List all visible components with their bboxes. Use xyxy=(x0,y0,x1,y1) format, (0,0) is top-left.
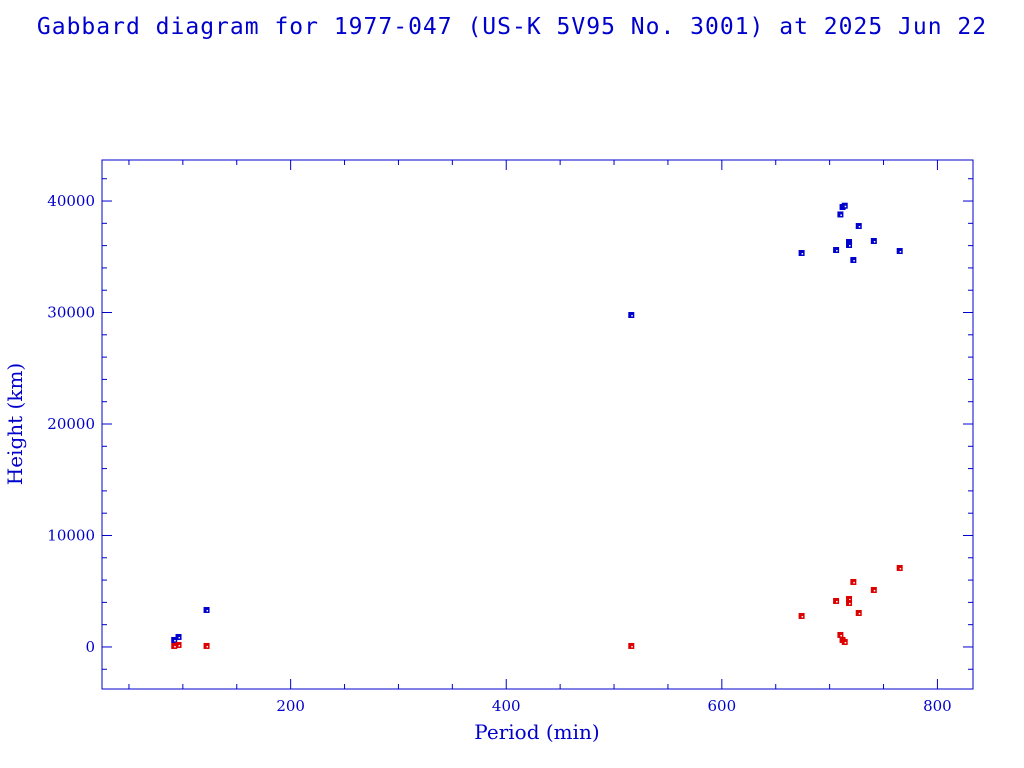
point-notch xyxy=(899,251,902,253)
point-notch xyxy=(899,567,902,570)
x-axis-title: Period (min) xyxy=(474,720,599,744)
point-notch xyxy=(849,245,851,247)
point-notch xyxy=(206,645,209,648)
y-axis-title: Height (km) xyxy=(3,363,27,485)
point-notch xyxy=(853,581,855,584)
plot-frame xyxy=(101,159,974,690)
point-notch xyxy=(801,253,804,255)
point-notch xyxy=(178,636,181,639)
y-tick-label: 40000 xyxy=(47,192,95,210)
point-notch xyxy=(844,205,847,208)
point-notch xyxy=(849,598,851,601)
point-notch xyxy=(631,645,633,648)
y-tick-label: 0 xyxy=(85,638,95,656)
y-tick-label: 30000 xyxy=(47,304,95,322)
point-notch xyxy=(844,641,847,644)
point-notch xyxy=(174,639,176,642)
point-notch xyxy=(836,250,838,252)
point-notch xyxy=(849,602,851,605)
point-notch xyxy=(836,600,838,603)
y-tick-label: 20000 xyxy=(47,415,95,433)
point-notch xyxy=(840,214,842,216)
chart-title: Gabbard diagram for 1977-047 (US-K 5V95 … xyxy=(36,14,988,40)
point-notch xyxy=(873,241,876,243)
point-notch xyxy=(858,612,861,615)
x-tick-label: 800 xyxy=(923,697,952,715)
point-notch xyxy=(840,634,842,637)
point-notch xyxy=(178,644,181,647)
point-notch xyxy=(853,260,855,262)
point-notch xyxy=(174,645,176,648)
x-tick-label: 200 xyxy=(276,697,305,715)
point-notch xyxy=(858,226,861,228)
x-tick-label: 600 xyxy=(708,697,737,715)
point-notch xyxy=(206,609,209,612)
x-tick-label: 400 xyxy=(492,697,521,715)
point-notch xyxy=(801,615,804,618)
y-tick-label: 10000 xyxy=(47,526,95,544)
point-notch xyxy=(631,314,633,317)
point-notch xyxy=(873,589,876,592)
